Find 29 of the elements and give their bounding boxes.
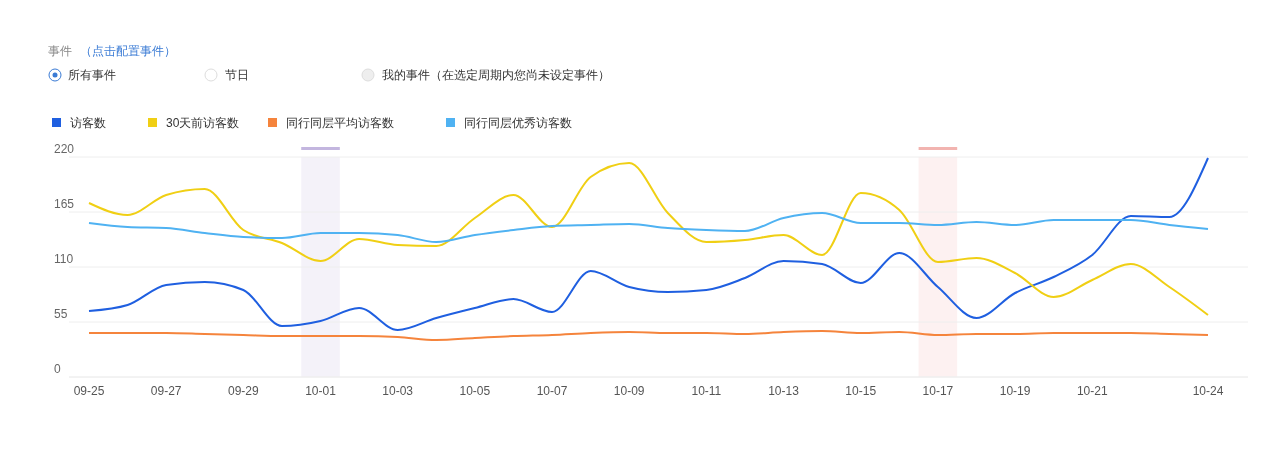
x-tick-label: 10-07 [536,384,568,398]
x-tick-label: 10-17 [922,384,954,398]
x-tick-label: 10-01 [305,384,337,398]
y-tick-label: 165 [54,197,75,211]
x-tick-label: 10-05 [459,384,491,398]
y-tick-label: 220 [54,142,75,156]
text: （点击配置事件） [80,44,176,58]
y-tick-label: 0 [54,362,61,376]
x-tick-label: 09-25 [73,384,105,398]
text: 所有事件 [68,68,116,82]
legend-label: 同行同层优秀访客数 [464,116,572,130]
x-tick-label: 10-21 [1076,384,1108,398]
text: 我的事件（在选定周期内您尚未设定事件） [382,68,610,82]
x-tick-label: 10-03 [382,384,414,398]
text: 事件 [48,44,72,58]
y-tick-label: 55 [54,307,68,321]
x-tick-label: 10-09 [613,384,645,398]
x-tick-label: 10-24 [1192,384,1224,398]
x-tick-label: 09-29 [227,384,260,398]
text: 节日 [225,68,249,82]
y-tick-label: 110 [54,252,74,266]
legend-label: 30天前访客数 [166,116,240,130]
x-tick-label: 10-15 [845,384,877,398]
x-tick-label: 10-19 [999,384,1031,398]
x-tick-label: 10-11 [691,384,722,398]
x-tick-label: 10-13 [768,384,800,398]
legend-label: 访客数 [70,116,106,130]
x-tick-label: 09-27 [150,384,182,398]
legend-label: 同行同层平均访客数 [286,116,394,130]
